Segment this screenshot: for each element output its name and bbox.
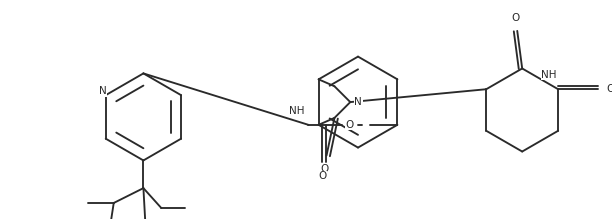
- Text: NH: NH: [542, 70, 557, 80]
- Text: NH: NH: [289, 106, 304, 116]
- Text: N: N: [354, 97, 362, 107]
- Text: O: O: [606, 84, 612, 94]
- Text: N: N: [99, 86, 106, 96]
- Text: O: O: [511, 13, 520, 23]
- Text: O: O: [346, 120, 354, 130]
- Text: O: O: [321, 164, 329, 174]
- Text: O: O: [318, 171, 326, 181]
